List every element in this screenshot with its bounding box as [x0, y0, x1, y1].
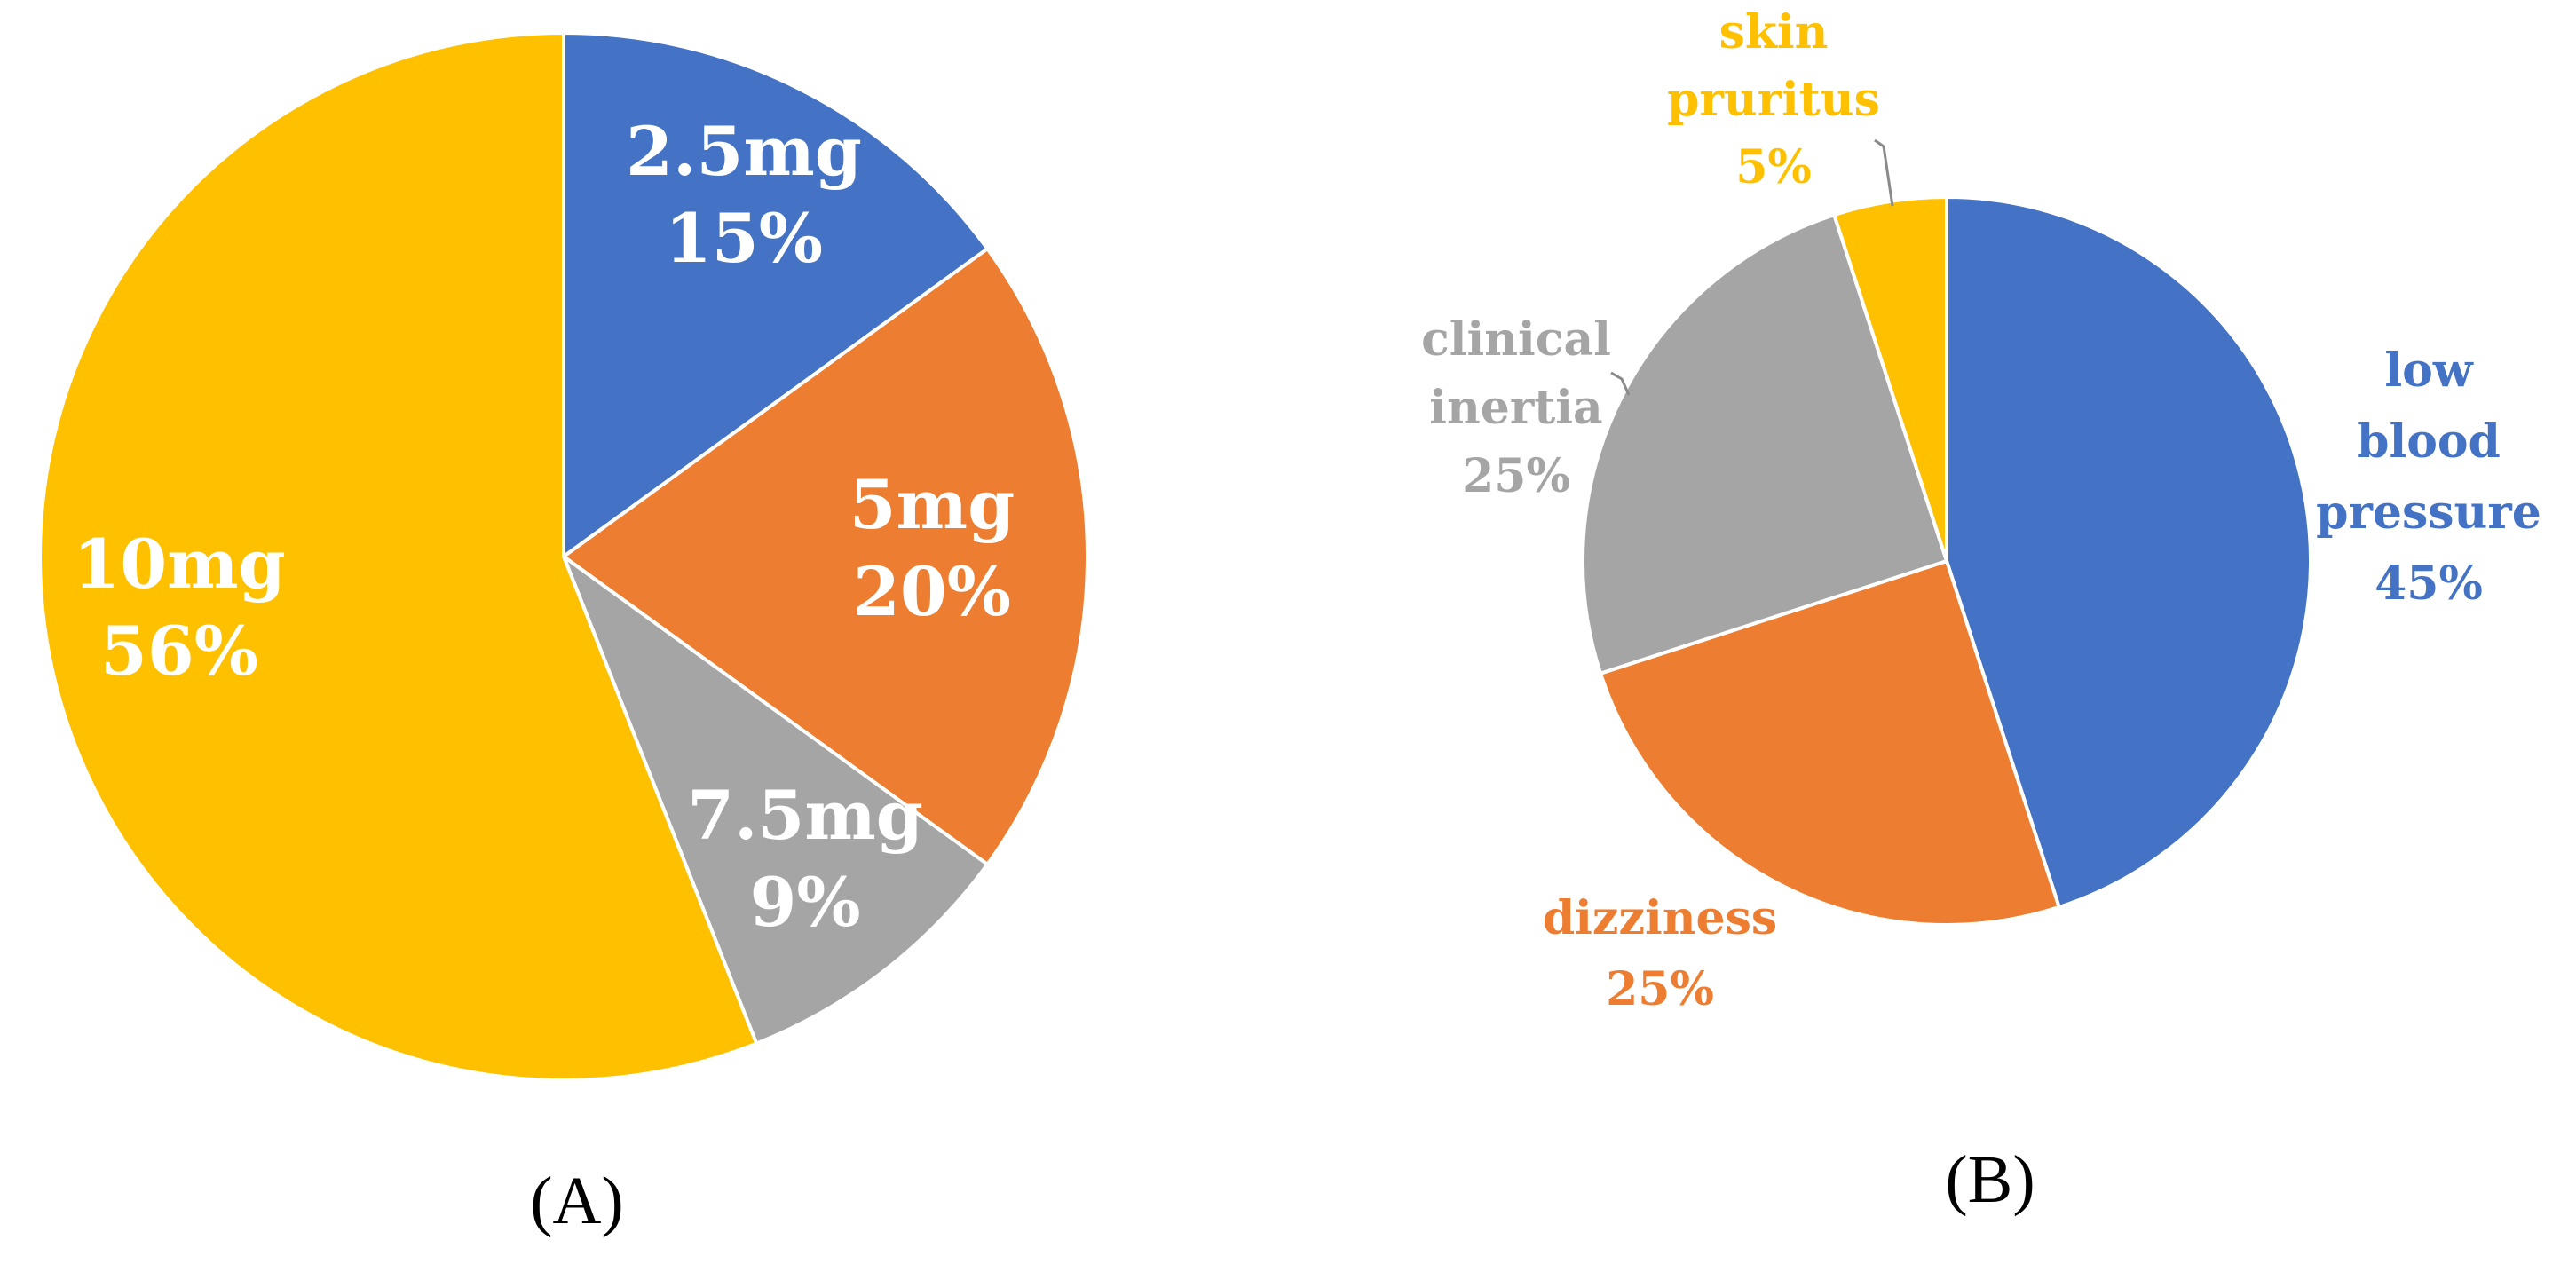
pie-a-slice-5mg: [562, 247, 1089, 866]
pie-b-dizziness-value: 25%: [1606, 962, 1714, 1016]
caption-b: (B): [1945, 1142, 2035, 1217]
pie-a-label-2-5mg: 2.5mg: [626, 112, 862, 191]
pie-b-slice-skin-pruritus: [1832, 195, 1948, 563]
pie-a-slice-10mg: [38, 31, 759, 1082]
pie-a-value-10mg: 56%: [100, 612, 258, 691]
pie-b-skin-pruritus-label-line-1: skin: [1719, 5, 1829, 59]
pie-a-label-10mg: 10mg: [73, 525, 285, 604]
pie-b-low-blood-pressure-label-line-2: blood: [2357, 415, 2501, 469]
pie-chart-a-labels: 2.5mg 15% 5mg 20% 7.5mg 9% 10mg 56%: [73, 112, 1015, 942]
pie-b-skin-pruritus-label-line-2: pruritus: [1667, 73, 1880, 127]
caption-a: (A): [530, 1164, 624, 1238]
pie-b-leader-skin-pruritus: [1874, 138, 1894, 207]
pie-a-value-7-5mg: 9%: [749, 863, 860, 942]
pie-a-label-7-5mg: 7.5mg: [687, 776, 923, 855]
pie-b-low-blood-pressure-label-line-3: pressure: [2316, 486, 2541, 540]
pie-a-value-2-5mg: 15%: [665, 199, 823, 278]
pie-a-slice-7-5mg: [562, 555, 990, 1046]
pie-b-slice-clinical-inertia: [1581, 213, 1948, 675]
pie-b-clinical-inertia-label-line-2: inertia: [1429, 381, 1603, 435]
pie-b-low-blood-pressure-value: 45%: [2375, 557, 2483, 611]
pie-b-skin-pruritus-value: 5%: [1735, 140, 1812, 194]
pie-b-low-blood-pressure-label-line-1: low: [2384, 344, 2473, 398]
pie-b-slice-dizziness: [1599, 559, 2061, 927]
pie-a-slice-2-5mg: [562, 31, 990, 558]
pie-a-value-5mg: 20%: [853, 552, 1011, 631]
pie-b-slice-low-blood-pressure: [1945, 195, 2312, 909]
pie-chart-b: [1581, 195, 2312, 927]
pie-chart-a: [38, 31, 1089, 1082]
pie-b-clinical-inertia-value: 25%: [1462, 449, 1570, 503]
pie-a-label-5mg: 5mg: [849, 465, 1015, 544]
pie-b-clinical-inertia-label-line-1: clinical: [1421, 312, 1611, 367]
pie-b-dizziness-label-line-1: dizziness: [1543, 891, 1777, 945]
pie-chart-b-labels: low blood pressure 45% dizziness 25% clinical i…: [1421, 5, 2541, 1016]
pie-b-leader-clinical-inertia: [1610, 371, 1631, 396]
